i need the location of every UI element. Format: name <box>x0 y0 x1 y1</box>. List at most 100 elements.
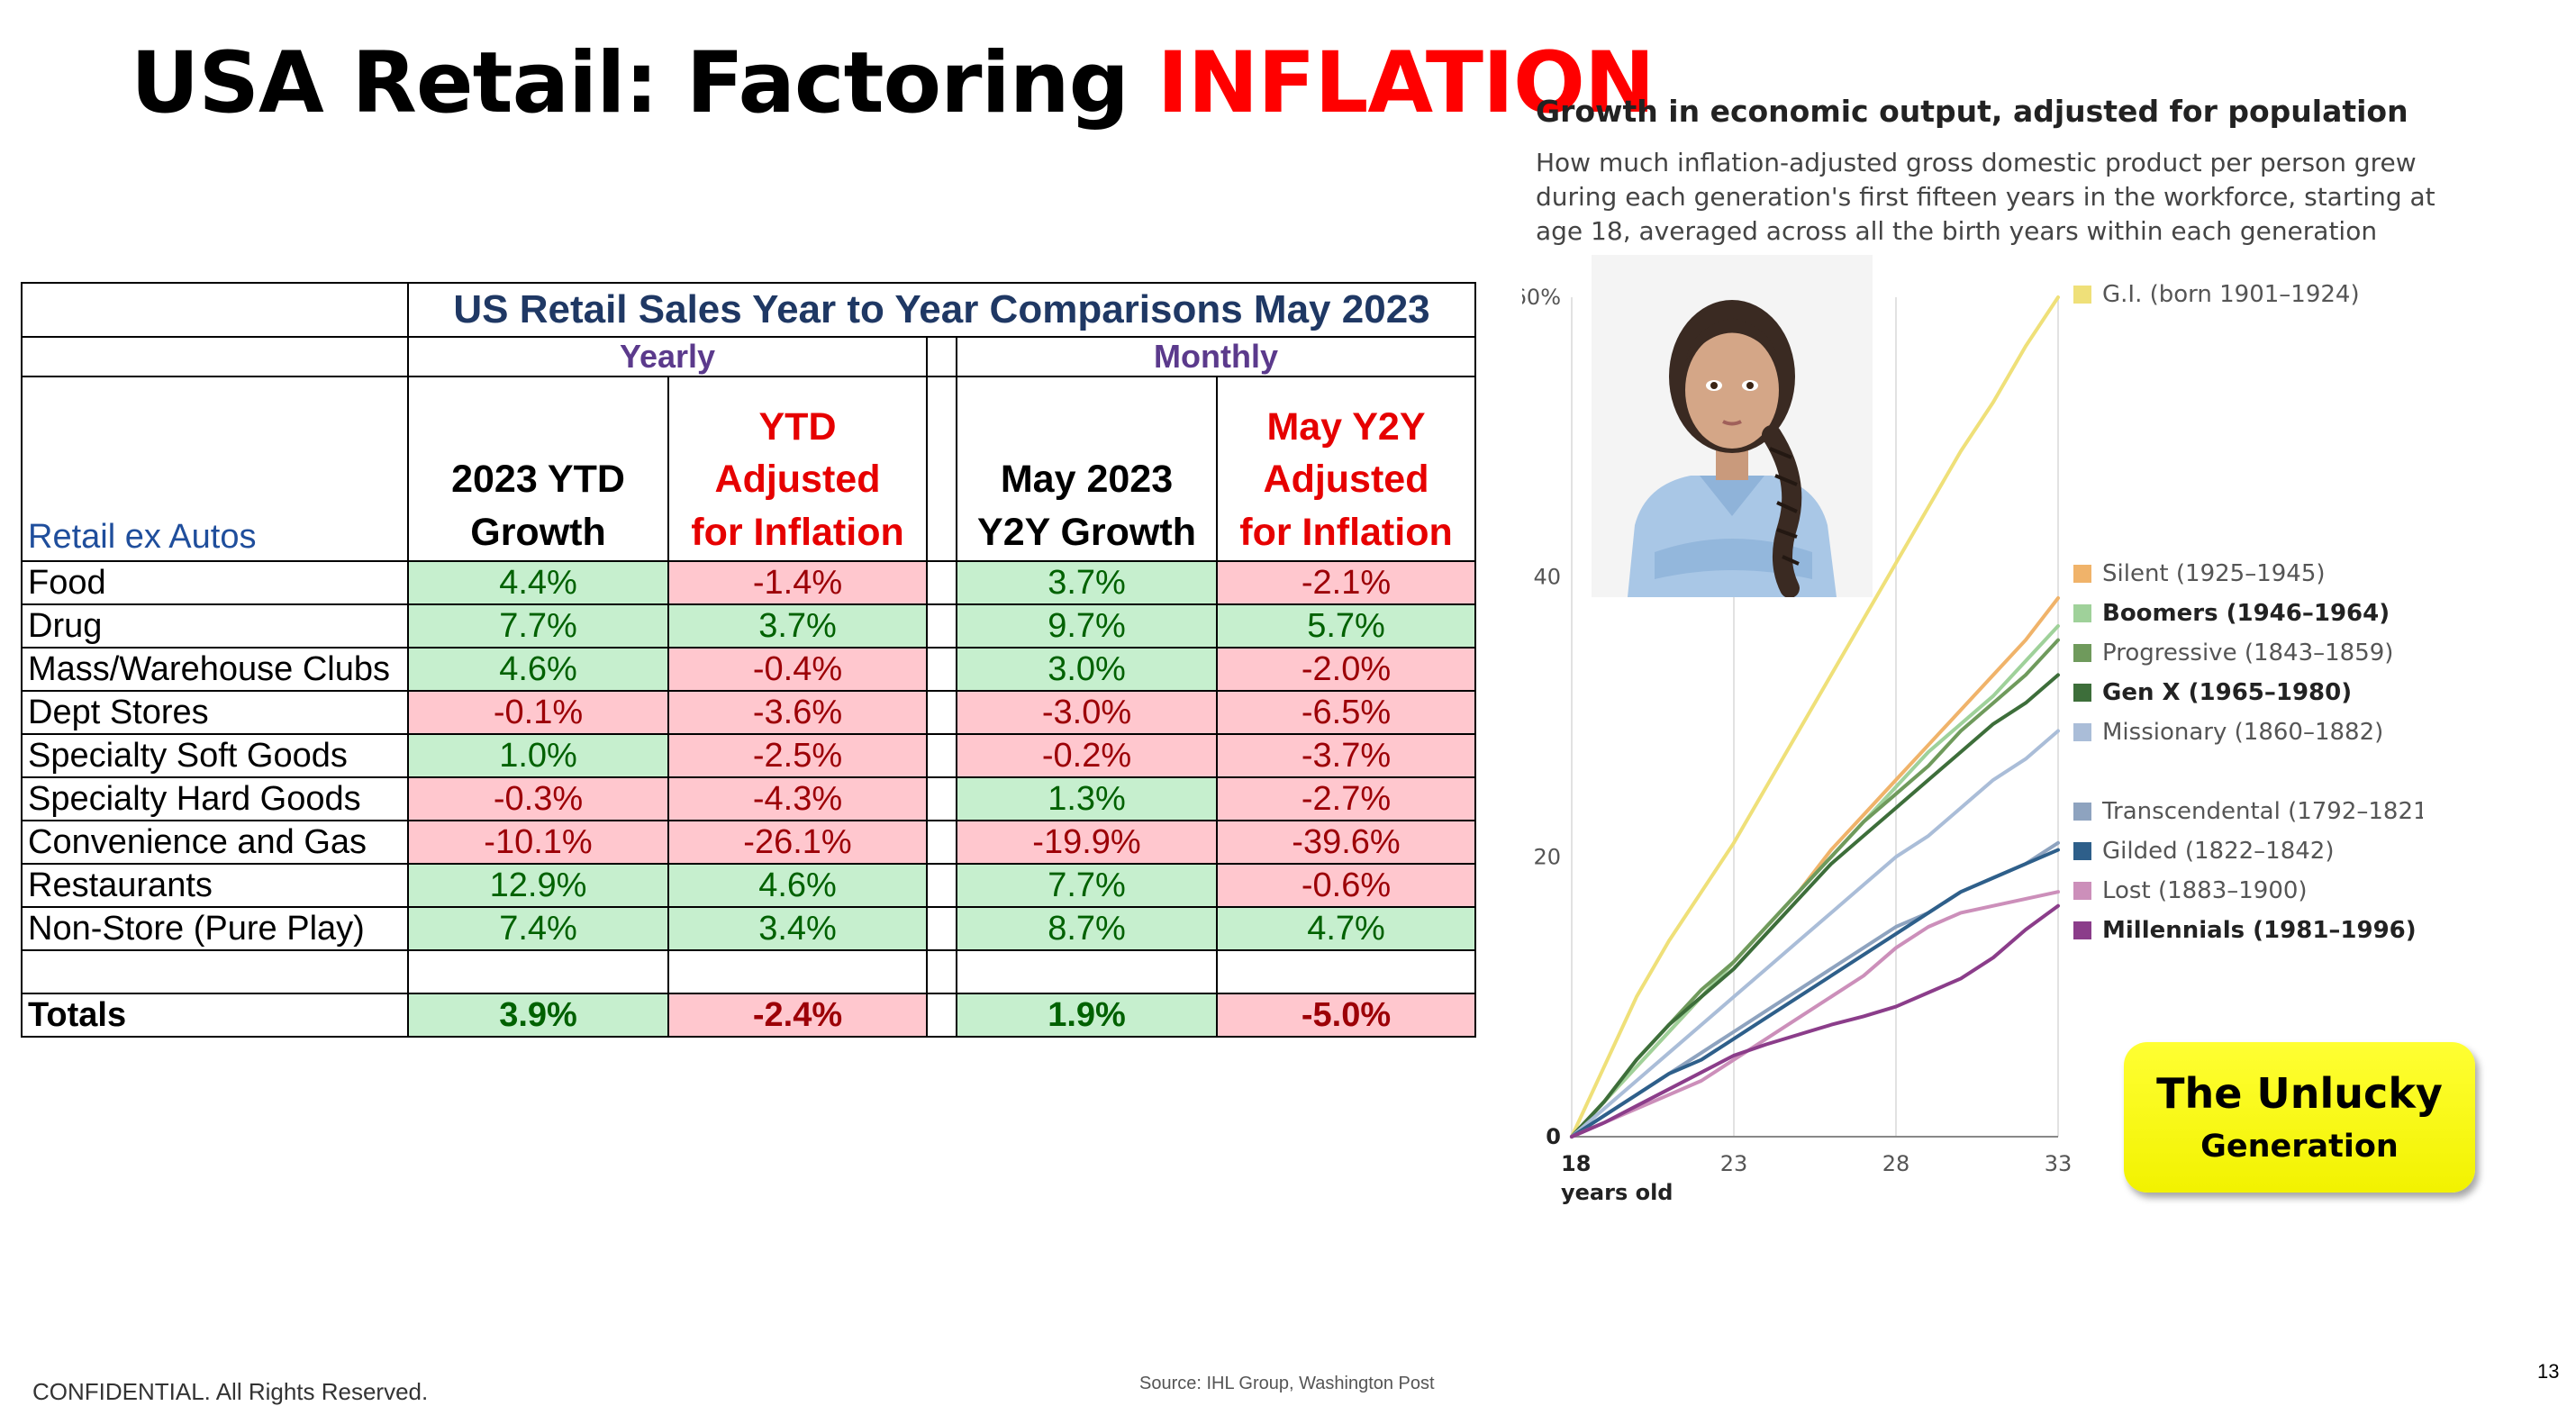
x-axis-unit-label: years old <box>1561 1180 1673 1205</box>
may-growth-cell: 1.9% <box>956 993 1218 1038</box>
legend-swatch <box>2073 604 2091 622</box>
table-gap-cell <box>926 560 957 605</box>
table-row: Mass/Warehouse Clubs 4.6% -0.4% 3.0% -2.0% <box>21 647 1476 692</box>
col-header-may-adjusted: May Y2Y Adjusted for Inflation <box>1216 376 1476 562</box>
category-cell: Mass/Warehouse Clubs <box>21 647 409 692</box>
table-row: Food 4.4% -1.4% 3.7% -2.1% <box>21 560 1476 605</box>
series-line <box>1570 848 2060 1138</box>
slide-title-prefix: USA Retail: Factoring <box>131 34 1157 132</box>
table-group-row: Yearly Monthly <box>21 336 1476 377</box>
may-adjusted-cell: -39.6% <box>1216 820 1476 865</box>
may-growth-cell: 3.7% <box>956 560 1218 605</box>
gdp-growth-line-chart: 0 20 40 60% 18 23 28 33 years old G.I. (born 1901… <box>1522 281 2423 1205</box>
col-header-line: for Inflation <box>691 510 904 554</box>
series-line <box>1570 729 2060 1138</box>
may-adjusted-cell: -2.0% <box>1216 647 1476 692</box>
unlucky-generation-badge: The Unlucky Generation <box>2124 1042 2475 1193</box>
y-tick-label: 0 <box>1546 1124 1561 1149</box>
table-gap-cell <box>926 647 957 692</box>
may-growth-cell: -3.0% <box>956 690 1218 735</box>
may-adjusted-cell: -5.0% <box>1216 993 1476 1038</box>
retail-sales-table: US Retail Sales Year to Year Comparisons… <box>21 282 1476 1038</box>
group-monthly-label: Monthly <box>956 336 1476 377</box>
may-growth-cell: 7.7% <box>956 863 1218 908</box>
ytd-adjusted-cell: 3.7% <box>667 603 928 649</box>
may-growth-cell: 3.0% <box>956 647 1218 692</box>
table-totals-row: Totals 3.9% -2.4% 1.9% -5.0% <box>21 993 1476 1038</box>
y-tick-label: 60% <box>1522 285 1561 310</box>
ytd-growth-cell: -0.3% <box>407 776 669 821</box>
legend-swatch <box>2073 684 2091 702</box>
table-title: US Retail Sales Year to Year Comparisons… <box>407 282 1476 338</box>
group-yearly-label: Yearly <box>407 336 928 377</box>
may-adjusted-cell: -0.6% <box>1216 863 1476 908</box>
series-line <box>1570 890 2060 1138</box>
col-header-line: YTD <box>758 404 837 449</box>
may-growth-cell: 8.7% <box>956 906 1218 951</box>
table-row: Restaurants 12.9% 4.6% 7.7% -0.6% <box>21 863 1476 908</box>
slide-title: USA Retail: Factoring INFLATION <box>131 34 1655 132</box>
ytd-growth-cell: 7.4% <box>407 906 669 951</box>
table-row: Drug 7.7% 3.7% 9.7% 5.7% <box>21 603 1476 649</box>
series-line <box>1570 295 2060 1138</box>
badge-line-1: The Unlucky <box>2156 1069 2443 1118</box>
footer-confidential: CONFIDENTIAL. All Rights Reserved. <box>32 1378 429 1405</box>
category-cell: Specialty Hard Goods <box>21 776 409 821</box>
col-header-line: for Inflation <box>1239 510 1453 554</box>
legend-entry: Missionary (1860–1882) <box>2102 719 2383 746</box>
may-growth-cell: 1.3% <box>956 776 1218 821</box>
table-blank-cell <box>1216 949 1476 994</box>
legend-entry: Gen X (1965–1980) <box>2102 679 2352 706</box>
legend-swatch <box>2073 803 2091 821</box>
category-cell: Totals <box>21 993 409 1038</box>
table-row: Non-Store (Pure Play) 7.4% 3.4% 8.7% 4.7% <box>21 906 1476 951</box>
legend-swatch <box>2073 644 2091 662</box>
may-adjusted-cell: -3.7% <box>1216 733 1476 778</box>
legend-swatch <box>2073 921 2091 939</box>
category-cell: Food <box>21 560 409 605</box>
table-blank-cell <box>21 336 409 377</box>
legend-entry: Progressive (1843–1859) <box>2102 640 2393 667</box>
ytd-growth-cell: 12.9% <box>407 863 669 908</box>
col-header-line: May 2023 <box>1000 458 1174 502</box>
legend-swatch <box>2073 882 2091 900</box>
table-blank-cell <box>21 949 409 994</box>
table-row: Specialty Soft Goods 1.0% -2.5% -0.2% -3.7% <box>21 733 1476 778</box>
legend-entry: Lost (1883–1900) <box>2102 877 2308 904</box>
series-line <box>1570 903 2060 1138</box>
ytd-growth-cell: -0.1% <box>407 690 669 735</box>
table-row: Convenience and Gas -10.1% -26.1% -19.9% -39… <box>21 820 1476 865</box>
category-cell: Convenience and Gas <box>21 820 409 865</box>
ytd-growth-cell: 3.9% <box>407 993 669 1038</box>
legend-swatch <box>2073 565 2091 583</box>
table-gap-cell <box>926 906 957 951</box>
table-blank-cell <box>926 949 957 994</box>
chart-subtitle-line: age 18, averaged across all the birth ye… <box>1536 216 2378 246</box>
legend-entry: G.I. (born 1901–1924) <box>2102 281 2360 308</box>
legend-entry: Millennials (1981–1996) <box>2102 917 2417 944</box>
chart-title: Growth in economic output, adjusted for … <box>1536 94 2408 129</box>
col-header-line: Adjusted <box>714 458 881 502</box>
ytd-adjusted-cell: -2.4% <box>667 993 928 1038</box>
y-tick-label: 20 <box>1533 844 1561 869</box>
chart-subtitle-line: during each generation's first fifteen y… <box>1536 182 2435 212</box>
chart-subtitle: How much inflation-adjusted gross domest… <box>1536 146 2435 249</box>
legend-swatch <box>2073 842 2091 860</box>
slide-title-accent: INFLATION <box>1156 34 1655 132</box>
category-cell: Drug <box>21 603 409 649</box>
table-blank-cell <box>407 949 669 994</box>
ytd-growth-cell: 4.6% <box>407 647 669 692</box>
ytd-adjusted-cell: -0.4% <box>667 647 928 692</box>
may-growth-cell: -0.2% <box>956 733 1218 778</box>
ytd-adjusted-cell: 3.4% <box>667 906 928 951</box>
table-spacer-row <box>21 949 1476 994</box>
badge-line-2: Generation <box>2200 1129 2399 1165</box>
x-tick-label: 18 <box>1561 1151 1591 1176</box>
category-cell: Dept Stores <box>21 690 409 735</box>
ytd-adjusted-cell: -4.3% <box>667 776 928 821</box>
ytd-adjusted-cell: -2.5% <box>667 733 928 778</box>
table-body: Food 4.4% -1.4% 3.7% -2.1% Drug 7.7% 3.7% 9.7% 5.… <box>21 560 1476 1038</box>
ytd-adjusted-cell: -26.1% <box>667 820 928 865</box>
ytd-growth-cell: 7.7% <box>407 603 669 649</box>
category-cell: Non-Store (Pure Play) <box>21 906 409 951</box>
